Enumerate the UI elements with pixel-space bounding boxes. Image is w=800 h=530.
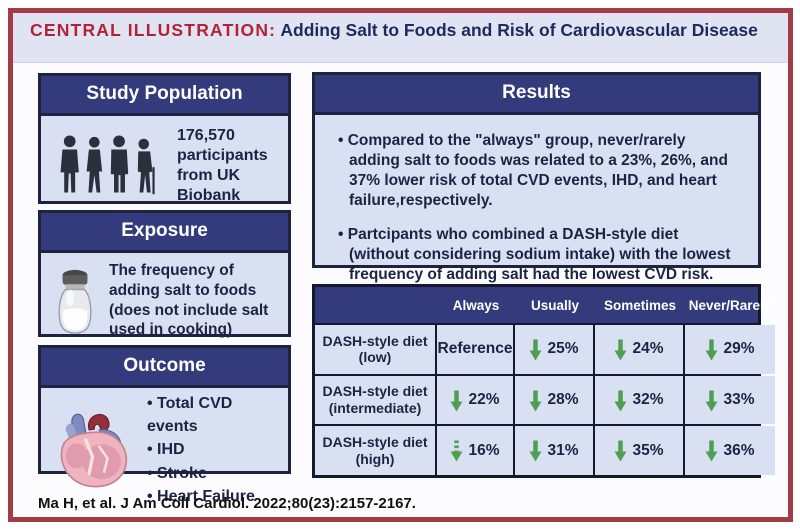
- table-cell: 29%: [685, 325, 775, 374]
- row-label-line1: DASH-style diet: [322, 383, 428, 400]
- row-label: DASH-style diet (high): [315, 426, 437, 476]
- results-bullet: Compared to the "always" group, never/ra…: [335, 131, 740, 212]
- exposure-body: The frequency of adding salt to foods (d…: [41, 253, 288, 348]
- table-cell: 22%: [437, 375, 515, 425]
- decrease-arrow-icon: [614, 389, 627, 412]
- citation: Ma H, et al. J Am Coll Cardiol. 2022;80(…: [38, 495, 416, 512]
- salt-shaker-icon: [53, 266, 97, 336]
- row-label-line1: DASH-style diet: [322, 332, 428, 349]
- cell-value: 32%: [632, 391, 664, 408]
- figure-title: CENTRAL ILLUSTRATION: Adding Salt to Foo…: [30, 19, 771, 41]
- outcome-item: IHD: [147, 438, 282, 461]
- cell-value: 22%: [468, 391, 500, 408]
- cell-value: 28%: [547, 391, 579, 408]
- row-label: DASH-style diet (intermediate): [315, 375, 437, 425]
- results-header: Results: [315, 75, 758, 115]
- decrease-arrow-icon: [705, 338, 718, 361]
- people-silhouettes-icon: [53, 134, 165, 198]
- exposure-header: Exposure: [41, 213, 288, 253]
- risk-table: Always Usually Sometimes Never/Rarely DA…: [312, 284, 775, 478]
- column-header: Usually: [530, 297, 580, 313]
- table-cell: 28%: [515, 375, 595, 425]
- decrease-arrow-icon: [614, 439, 627, 462]
- exposure-panel: Exposure The frequency of adding salt to…: [38, 210, 291, 338]
- column-header-empty: [315, 287, 437, 323]
- cell-value: 36%: [723, 441, 755, 459]
- table-cell: 32%: [595, 375, 685, 425]
- row-label-line1: DASH-style diet: [322, 433, 428, 450]
- decrease-arrow-dashed-icon: [450, 439, 463, 462]
- table-row-dash-high: DASH-style diet (high) 16% 31% 35%: [315, 426, 775, 476]
- cell-value: 33%: [723, 391, 755, 408]
- table-cell: 24%: [595, 325, 685, 374]
- table-cell: 35%: [595, 426, 685, 476]
- heart-illustration-icon: [49, 408, 141, 492]
- study-population-text: 176,570 participants from UK Biobank: [177, 127, 268, 204]
- column-header: Sometimes: [603, 297, 677, 313]
- cell-value: Reference: [437, 340, 513, 358]
- table-cell: 31%: [515, 426, 595, 476]
- column-header: Always: [452, 297, 500, 313]
- decrease-arrow-icon: [529, 439, 542, 462]
- cell-value: 31%: [547, 441, 579, 459]
- table-cell: 25%: [515, 325, 595, 374]
- decrease-arrow-icon: [450, 389, 463, 412]
- outcome-header: Outcome: [41, 348, 288, 388]
- row-label: DASH-style diet (low): [315, 325, 437, 374]
- cell-value: 25%: [547, 340, 579, 358]
- decrease-arrow-icon: [529, 389, 542, 412]
- study-population-header: Study Population: [41, 76, 288, 116]
- results-body: Compared to the "always" group, never/ra…: [315, 115, 758, 308]
- table-row-dash-low: DASH-style diet (low) Reference 25% 24% …: [315, 325, 775, 376]
- outcome-panel: Outcome Total CVD: [38, 345, 291, 505]
- study-population-body: 176,570 participants from UK Biobank: [41, 116, 288, 216]
- exposure-text: The frequency of adding salt to foods (d…: [109, 262, 269, 339]
- results-bullet: Partcipants who combined a DASH-style di…: [335, 225, 740, 285]
- outcome-list: Total CVD events IHD Stroke Heart Failur…: [147, 392, 282, 508]
- cell-value: 16%: [468, 441, 500, 459]
- decrease-arrow-icon: [705, 439, 718, 462]
- row-label-line2: (low): [358, 349, 392, 366]
- column-header: Never/Rarely: [688, 297, 772, 313]
- table-cell: 36%: [685, 426, 775, 476]
- row-label-line2: (high): [355, 450, 395, 467]
- central-illustration-label: CENTRAL ILLUSTRATION:: [30, 20, 277, 40]
- table-cell: 16%: [437, 426, 515, 476]
- risk-table-header-row: Always Usually Sometimes Never/Rarely: [315, 287, 771, 325]
- decrease-arrow-icon: [614, 338, 627, 361]
- cell-value: 35%: [632, 441, 664, 459]
- outcome-item: Total CVD events: [147, 392, 282, 438]
- title-band: CENTRAL ILLUSTRATION: Adding Salt to Foo…: [13, 13, 788, 63]
- table-cell: 33%: [685, 375, 775, 425]
- outcome-item: Heart Failure: [147, 485, 282, 508]
- decrease-arrow-icon: [705, 389, 718, 412]
- table-cell: Reference: [437, 325, 515, 374]
- row-label-line2: (intermediate): [328, 400, 422, 416]
- outcome-item: Stroke: [147, 462, 282, 485]
- decrease-arrow-icon: [529, 338, 542, 361]
- cell-value: 29%: [723, 340, 755, 358]
- cell-value: 24%: [632, 340, 664, 358]
- figure-title-text: Adding Salt to Foods and Risk of Cardiov…: [276, 20, 758, 40]
- results-panel: Results Compared to the "always" group, …: [312, 72, 761, 283]
- outcome-body: Total CVD events IHD Stroke Heart Failur…: [41, 388, 288, 514]
- table-row-dash-intermediate: DASH-style diet (intermediate) 22% 28% 3…: [315, 375, 775, 427]
- figure-frame: CENTRAL ILLUSTRATION: Adding Salt to Foo…: [8, 8, 793, 522]
- study-population-panel: Study Population: [38, 73, 291, 204]
